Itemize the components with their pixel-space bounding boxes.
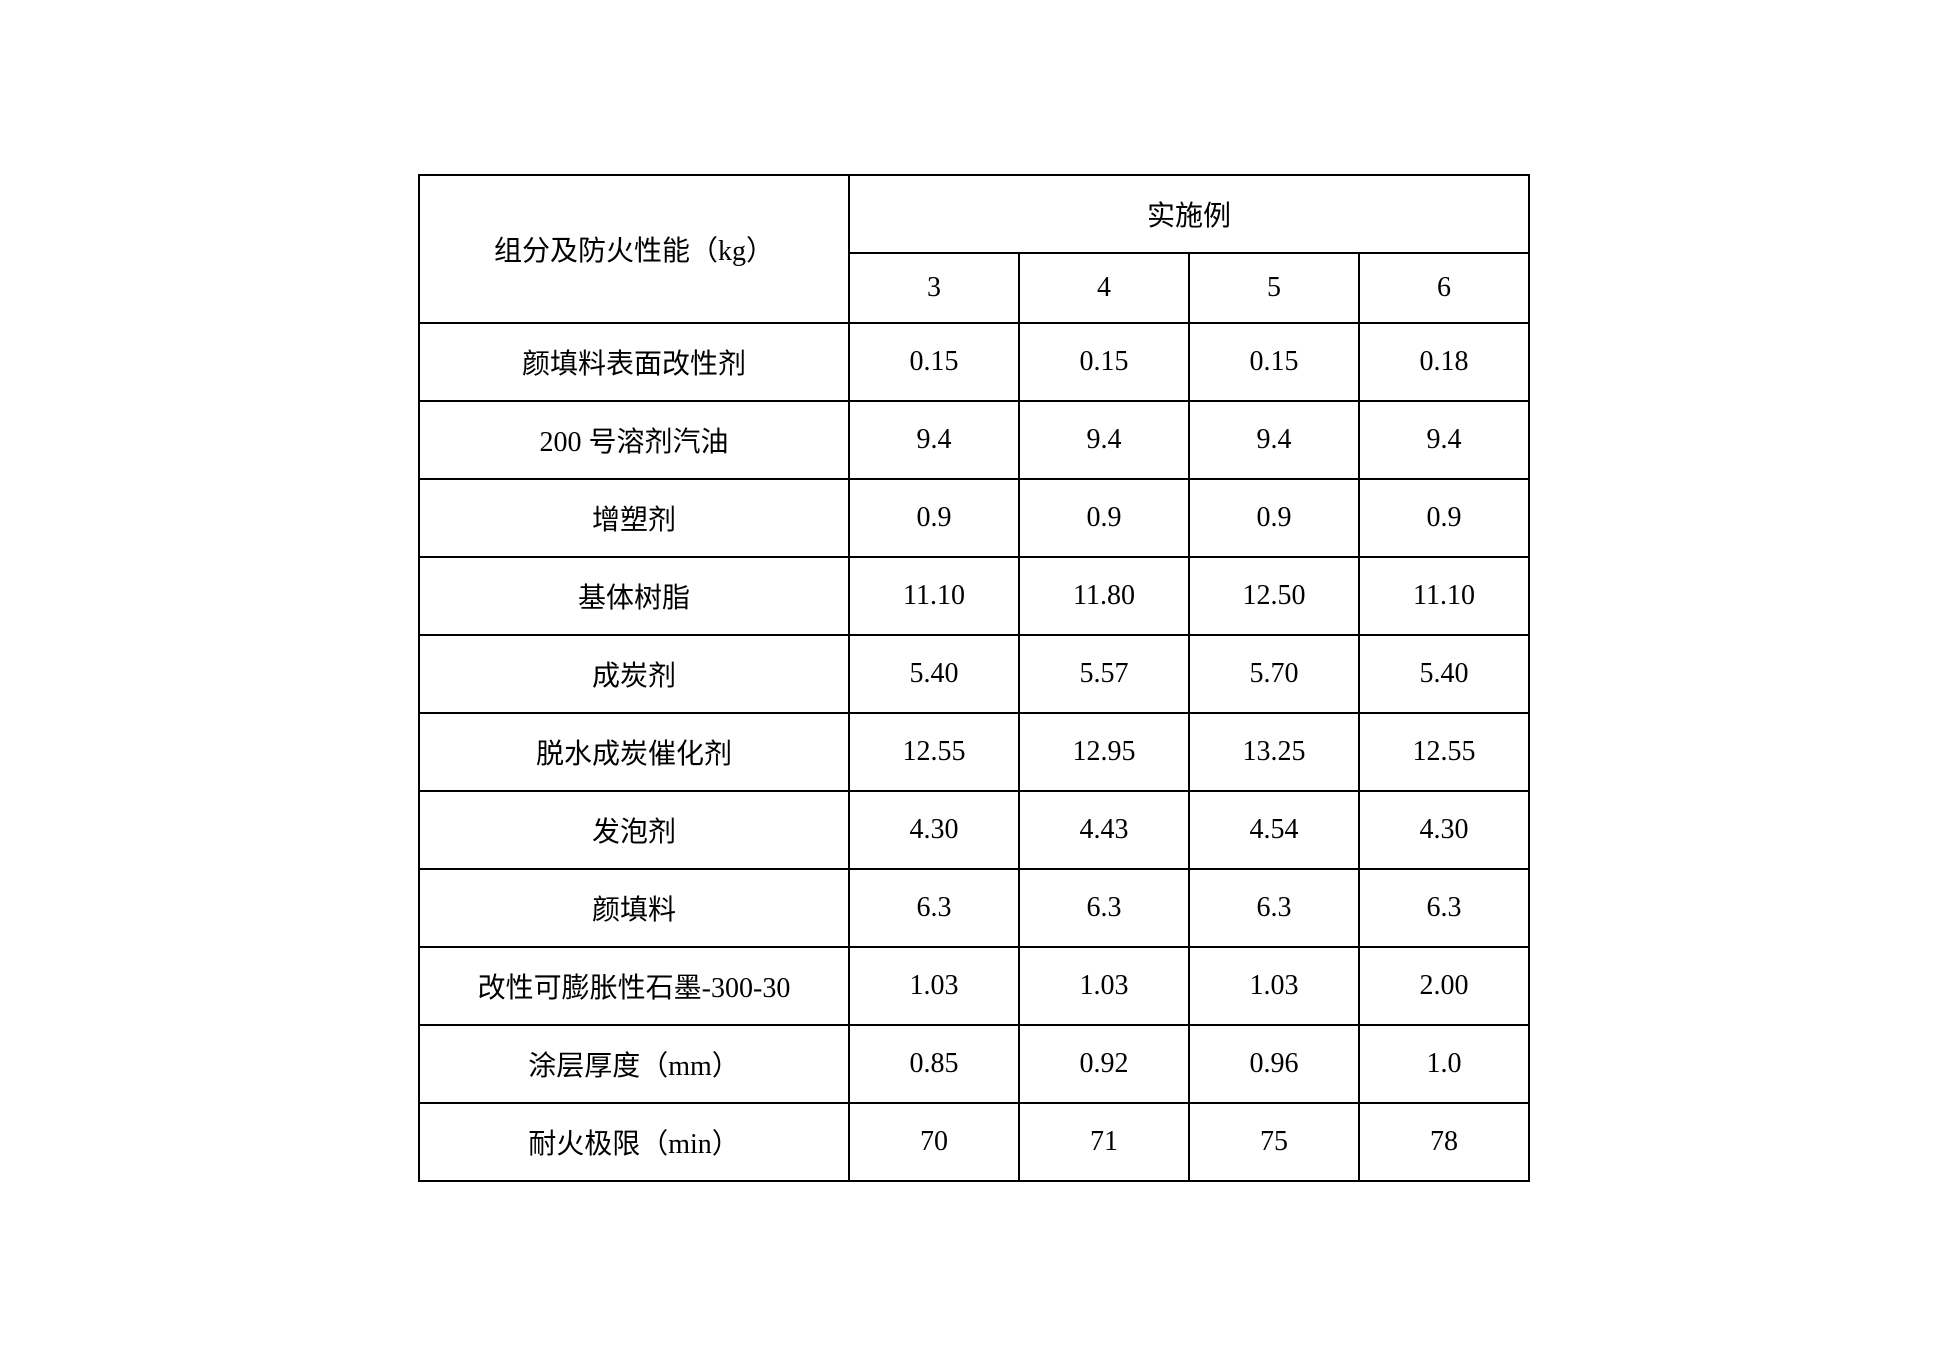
table-row: 改性可膨胀性石墨-300-30 1.03 1.03 1.03 2.00 bbox=[419, 947, 1529, 1025]
row-label: 成炭剂 bbox=[419, 635, 849, 713]
data-cell: 11.10 bbox=[1359, 557, 1529, 635]
data-cell: 0.9 bbox=[1189, 479, 1359, 557]
row-label: 颜填料表面改性剂 bbox=[419, 323, 849, 401]
row-label: 颜填料 bbox=[419, 869, 849, 947]
column-header: 3 bbox=[849, 253, 1019, 323]
data-cell: 5.40 bbox=[849, 635, 1019, 713]
table-row: 发泡剂 4.30 4.43 4.54 4.30 bbox=[419, 791, 1529, 869]
group-header-label: 实施例 bbox=[849, 175, 1529, 253]
data-cell: 0.15 bbox=[849, 323, 1019, 401]
data-cell: 11.10 bbox=[849, 557, 1019, 635]
data-cell: 4.43 bbox=[1019, 791, 1189, 869]
data-cell: 6.3 bbox=[849, 869, 1019, 947]
data-cell: 11.80 bbox=[1019, 557, 1189, 635]
data-cell: 1.03 bbox=[849, 947, 1019, 1025]
data-cell: 0.15 bbox=[1189, 323, 1359, 401]
data-cell: 0.92 bbox=[1019, 1025, 1189, 1103]
data-cell: 0.85 bbox=[849, 1025, 1019, 1103]
row-label: 增塑剂 bbox=[419, 479, 849, 557]
row-label: 发泡剂 bbox=[419, 791, 849, 869]
table-container: 组分及防火性能（kg） 实施例 3 4 5 6 颜填料表面改性剂 0.15 0.… bbox=[398, 154, 1550, 1202]
data-cell: 0.9 bbox=[849, 479, 1019, 557]
data-cell: 9.4 bbox=[849, 401, 1019, 479]
data-cell: 0.9 bbox=[1359, 479, 1529, 557]
data-cell: 12.50 bbox=[1189, 557, 1359, 635]
table-row: 颜填料 6.3 6.3 6.3 6.3 bbox=[419, 869, 1529, 947]
table-row: 成炭剂 5.40 5.57 5.70 5.40 bbox=[419, 635, 1529, 713]
column-header: 4 bbox=[1019, 253, 1189, 323]
row-label: 脱水成炭催化剂 bbox=[419, 713, 849, 791]
data-cell: 4.30 bbox=[849, 791, 1019, 869]
data-cell: 12.55 bbox=[1359, 713, 1529, 791]
header-row-1: 组分及防火性能（kg） 实施例 bbox=[419, 175, 1529, 253]
data-cell: 71 bbox=[1019, 1103, 1189, 1181]
data-cell: 5.70 bbox=[1189, 635, 1359, 713]
data-cell: 0.9 bbox=[1019, 479, 1189, 557]
data-cell: 5.40 bbox=[1359, 635, 1529, 713]
data-cell: 13.25 bbox=[1189, 713, 1359, 791]
data-cell: 6.3 bbox=[1189, 869, 1359, 947]
table-row: 脱水成炭催化剂 12.55 12.95 13.25 12.55 bbox=[419, 713, 1529, 791]
row-label: 涂层厚度（mm） bbox=[419, 1025, 849, 1103]
data-cell: 6.3 bbox=[1359, 869, 1529, 947]
data-cell: 12.55 bbox=[849, 713, 1019, 791]
data-cell: 1.0 bbox=[1359, 1025, 1529, 1103]
table-row: 涂层厚度（mm） 0.85 0.92 0.96 1.0 bbox=[419, 1025, 1529, 1103]
row-label: 基体树脂 bbox=[419, 557, 849, 635]
data-cell: 78 bbox=[1359, 1103, 1529, 1181]
table-row: 200 号溶剂汽油 9.4 9.4 9.4 9.4 bbox=[419, 401, 1529, 479]
table-row: 耐火极限（min） 70 71 75 78 bbox=[419, 1103, 1529, 1181]
table-row: 基体树脂 11.10 11.80 12.50 11.10 bbox=[419, 557, 1529, 635]
data-cell: 12.95 bbox=[1019, 713, 1189, 791]
table-row: 增塑剂 0.9 0.9 0.9 0.9 bbox=[419, 479, 1529, 557]
table-body: 颜填料表面改性剂 0.15 0.15 0.15 0.18 200 号溶剂汽油 9… bbox=[419, 323, 1529, 1181]
data-cell: 4.30 bbox=[1359, 791, 1529, 869]
data-cell: 70 bbox=[849, 1103, 1019, 1181]
data-cell: 4.54 bbox=[1189, 791, 1359, 869]
column-header: 6 bbox=[1359, 253, 1529, 323]
data-cell: 1.03 bbox=[1189, 947, 1359, 1025]
data-cell: 9.4 bbox=[1019, 401, 1189, 479]
table-header: 组分及防火性能（kg） 实施例 3 4 5 6 bbox=[419, 175, 1529, 323]
row-label: 200 号溶剂汽油 bbox=[419, 401, 849, 479]
row-label: 耐火极限（min） bbox=[419, 1103, 849, 1181]
data-cell: 1.03 bbox=[1019, 947, 1189, 1025]
data-cell: 75 bbox=[1189, 1103, 1359, 1181]
column-header: 5 bbox=[1189, 253, 1359, 323]
data-cell: 9.4 bbox=[1189, 401, 1359, 479]
data-cell: 0.15 bbox=[1019, 323, 1189, 401]
table-row: 颜填料表面改性剂 0.15 0.15 0.15 0.18 bbox=[419, 323, 1529, 401]
data-cell: 2.00 bbox=[1359, 947, 1529, 1025]
data-cell: 0.96 bbox=[1189, 1025, 1359, 1103]
data-cell: 9.4 bbox=[1359, 401, 1529, 479]
row-header-label: 组分及防火性能（kg） bbox=[419, 175, 849, 323]
data-table: 组分及防火性能（kg） 实施例 3 4 5 6 颜填料表面改性剂 0.15 0.… bbox=[418, 174, 1530, 1182]
data-cell: 5.57 bbox=[1019, 635, 1189, 713]
data-cell: 6.3 bbox=[1019, 869, 1189, 947]
row-label: 改性可膨胀性石墨-300-30 bbox=[419, 947, 849, 1025]
data-cell: 0.18 bbox=[1359, 323, 1529, 401]
